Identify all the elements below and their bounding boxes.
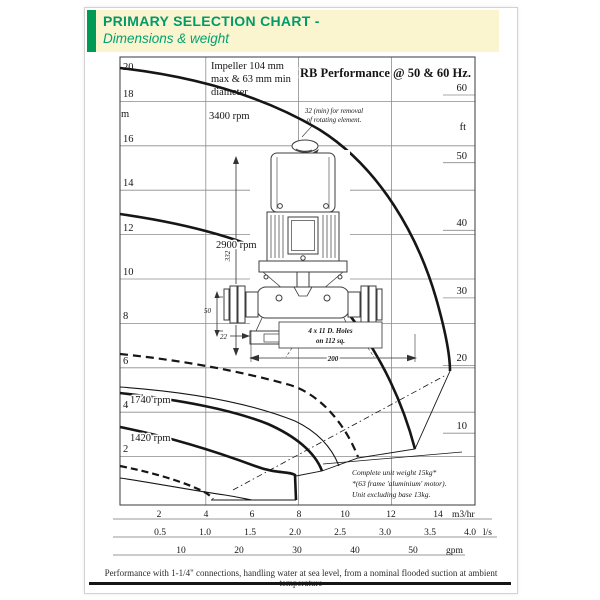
gpm-unit-label: gpm xyxy=(446,546,464,556)
left-axis-tick-label: 4 xyxy=(123,400,129,411)
ls-unit-label: l/s xyxy=(483,528,492,538)
right-axis-tick-label: 60 xyxy=(457,83,468,94)
flow-scale-gpm: 10 20 30 40 50 gpm xyxy=(176,546,463,556)
m3hr-tick-label: 8 xyxy=(297,510,302,520)
dim-332-label: 332 xyxy=(224,250,232,262)
right-axis-tick-label: 10 xyxy=(457,421,468,432)
left-axis-labels: 20 18 m 16 14 12 10 8 6 4 2 xyxy=(121,62,134,455)
gpm-tick-label: 50 xyxy=(408,546,418,556)
left-axis-tick-label: 20 xyxy=(123,62,134,73)
curve-1740-max xyxy=(119,391,324,472)
pump-fin-block xyxy=(266,211,340,262)
flow-scale-m3hr: 2 4 6 8 10 12 14 m3/hr xyxy=(157,510,476,520)
dim-50-line xyxy=(216,296,223,332)
left-axis-unit: m xyxy=(121,109,129,120)
curve-2900-min xyxy=(119,386,340,467)
curve-3400-min-dashed xyxy=(119,352,360,458)
m3hr-tick-label: 14 xyxy=(433,510,443,520)
flow-scale-ls: 0.5 1.0 1.5 2.0 2.5 3.0 3.5 4.0 l/s xyxy=(154,528,492,538)
curve-label-1740: 1740 rpm xyxy=(130,395,171,406)
header-accent-bar xyxy=(87,10,96,52)
gpm-tick-label: 30 xyxy=(292,546,302,556)
gpm-tick-label: 10 xyxy=(176,546,186,556)
ls-tick-label: 3.0 xyxy=(379,528,391,538)
right-axis-tick-label: 20 xyxy=(457,353,468,364)
left-axis-tick-label: 18 xyxy=(123,89,134,100)
impeller-note-line1: Impeller 104 mm xyxy=(211,61,284,72)
holes-leader-lines xyxy=(285,347,375,358)
curve-1420-min xyxy=(119,477,253,501)
left-axis-tick-label: 6 xyxy=(123,356,128,367)
right-axis-tick-label: 30 xyxy=(457,286,468,297)
m3hr-tick-label: 10 xyxy=(340,510,350,520)
ls-tick-label: 2.5 xyxy=(334,528,346,538)
weight-note-line1: Complete unit weight 15kg* xyxy=(352,468,437,477)
ls-tick-label: 1.5 xyxy=(244,528,256,538)
page-title: PRIMARY SELECTION CHART - xyxy=(103,13,320,29)
m3hr-tick-label: 12 xyxy=(386,510,396,520)
pump-suction-flange xyxy=(223,285,259,324)
flow-scale-lines xyxy=(113,518,497,556)
pump-motor-body xyxy=(270,152,336,213)
left-axis-tick-label: 10 xyxy=(123,267,134,278)
ls-tick-label: 1.0 xyxy=(199,528,211,538)
curve-label-3400: 3400 rpm xyxy=(209,111,250,122)
holes-note-line2: on 112 sq. xyxy=(316,337,345,345)
curve-label-1420: 1420 rpm xyxy=(130,433,171,444)
header: PRIMARY SELECTION CHART - Dimensions & w… xyxy=(87,10,499,52)
ls-tick-label: 4.0 xyxy=(464,528,476,538)
left-axis-tick-label: 14 xyxy=(123,178,134,189)
holes-note-line1: 4 x 11 D. Holes xyxy=(307,327,352,335)
left-axis-tick-label: 2 xyxy=(123,444,128,455)
footer-rule xyxy=(89,582,511,585)
ls-tick-label: 2.0 xyxy=(289,528,301,538)
left-axis-tick-label: 8 xyxy=(123,311,128,322)
chart-title: RB Performance @ 50 & 60 Hz. xyxy=(300,66,471,80)
right-axis-labels: 60 ft 50 40 30 20 10 xyxy=(457,83,468,432)
dim-200-label: 200 xyxy=(327,355,339,363)
curve-3400-max xyxy=(119,66,452,372)
operating-envelope-line xyxy=(295,370,451,477)
gpm-tick-label: 40 xyxy=(350,546,360,556)
pump-casing xyxy=(256,286,350,319)
left-axis-tick-label: 12 xyxy=(123,223,134,234)
curve-1740-min-dashed xyxy=(119,464,214,500)
holes-note-box xyxy=(278,321,383,349)
dim-22-label: 22 xyxy=(220,333,228,341)
m3hr-unit-label: m3/hr xyxy=(452,510,476,520)
dimension-lines xyxy=(214,125,417,362)
right-axis-tick-label: 50 xyxy=(457,151,468,162)
ls-tick-label: 3.5 xyxy=(424,528,436,538)
curve-label-2900: 2900 rpm xyxy=(216,240,257,251)
right-axis-unit: ft xyxy=(460,122,466,133)
right-axis-ft-gridlines xyxy=(443,94,475,434)
curve-1420-max xyxy=(119,425,298,501)
ls-tick-label: 0.5 xyxy=(154,528,166,538)
page: PRIMARY SELECTION CHART - Dimensions & w… xyxy=(84,7,518,594)
left-axis-tick-label: 16 xyxy=(123,134,134,145)
pump-discharge-flange xyxy=(347,285,383,324)
right-axis-tick-label: 40 xyxy=(457,218,468,229)
impeller-note-line2: max & 63 mm min xyxy=(211,74,292,85)
impeller-note-line3: diameter xyxy=(211,87,248,98)
dim-50-label: 50 xyxy=(204,307,212,315)
chart-frame xyxy=(119,56,476,506)
weight-note-top-line xyxy=(322,451,463,465)
m3hr-tick-label: 2 xyxy=(157,510,162,520)
page-subtitle: Dimensions & weight xyxy=(103,31,230,46)
removal-note-leader xyxy=(301,125,313,138)
removal-note-line2: of rotating element. xyxy=(307,116,362,124)
m3hr-tick-label: 4 xyxy=(204,510,209,520)
weight-note-line3: Unit excluding base 13kg. xyxy=(352,490,430,499)
gpm-tick-label: 20 xyxy=(234,546,244,556)
pump-fan-cover-arrow xyxy=(291,139,319,155)
removal-note-line1: 32 (min) for removal xyxy=(304,107,363,115)
weight-note-line2: *(63 frame 'aluminium' motor). xyxy=(352,479,447,488)
m3hr-tick-label: 6 xyxy=(250,510,255,520)
